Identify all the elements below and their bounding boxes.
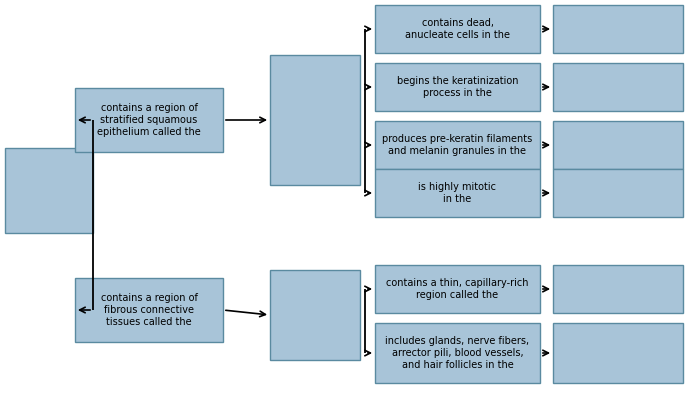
Bar [553,323,683,383]
Bar [553,5,683,53]
Bar [270,55,360,185]
Bar [75,88,223,152]
Bar [270,270,360,360]
Bar [553,169,683,217]
Bar [375,5,540,53]
Bar [553,265,683,313]
Bar [375,121,540,169]
Text: contains a region of
fibrous connective
tissues called the: contains a region of fibrous connective … [100,293,198,327]
Bar [375,323,540,383]
Text: contains dead,
anucleate cells in the: contains dead, anucleate cells in the [405,18,510,40]
Text: includes glands, nerve fibers,
arrector pili, blood vessels,
and hair follicles : includes glands, nerve fibers, arrector … [386,336,530,371]
Text: is highly mitotic
in the: is highly mitotic in the [418,182,496,204]
Text: begins the keratinization
process in the: begins the keratinization process in the [397,76,519,98]
Bar [375,63,540,111]
Bar [75,278,223,342]
Text: produces pre-keratin filaments
and melanin granules in the: produces pre-keratin filaments and melan… [382,134,532,156]
Bar [553,63,683,111]
Bar [375,265,540,313]
Bar [553,121,683,169]
Bar [375,169,540,217]
Text: contains a region of
stratified squamous
epithelium called the: contains a region of stratified squamous… [97,103,201,137]
Bar [5,148,93,233]
Text: contains a thin, capillary-rich
region called the: contains a thin, capillary-rich region c… [386,278,529,300]
